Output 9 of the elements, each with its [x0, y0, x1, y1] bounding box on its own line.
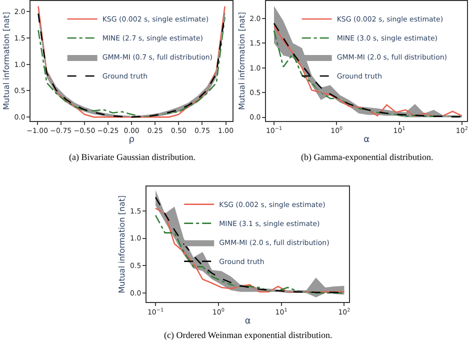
text: (b) Gamma-exponential distribution. — [301, 152, 434, 162]
y-axis-title: Mutual information [nat] — [118, 195, 127, 294]
text: (c) Ordered Weinman exponential distribution. — [164, 330, 332, 340]
x-axis-title: α — [244, 316, 251, 326]
y-axis-title: Mutual information [nat] — [237, 12, 246, 110]
text: (a) Bivariate Gaussian distribution. — [69, 152, 196, 162]
y-axis-title: Mutual information [nat] — [2, 12, 11, 110]
x-axis-title: ρ — [128, 135, 135, 146]
x-axis-title: α — [364, 134, 370, 145]
